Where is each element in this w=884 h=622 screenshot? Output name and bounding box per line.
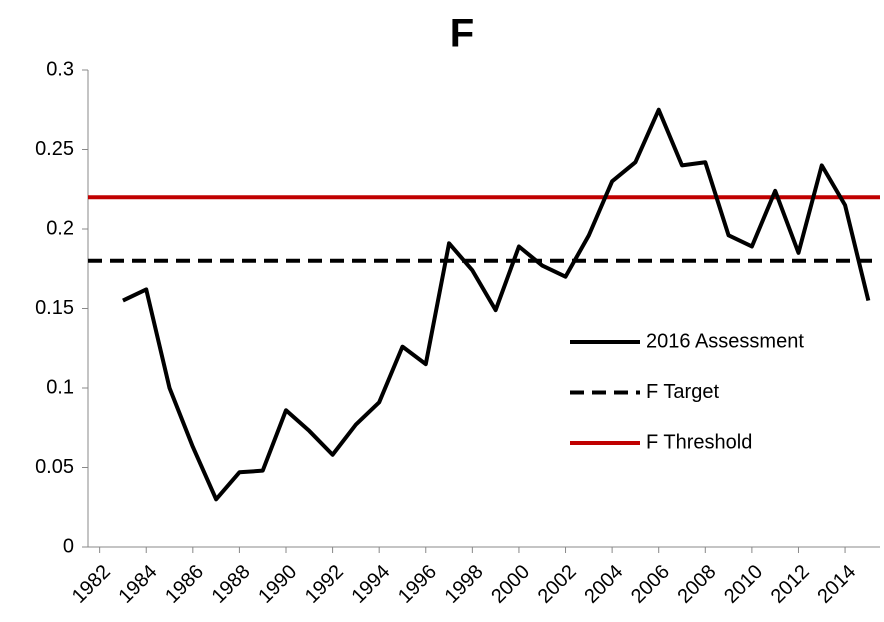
- legend-label: 2016 Assessment: [646, 330, 804, 352]
- x-tick-label: 1984: [114, 561, 161, 608]
- x-tick-label: 1994: [347, 561, 394, 608]
- x-tick-label: 1986: [161, 561, 208, 608]
- x-tick-label: 1988: [208, 561, 255, 608]
- x-tick-label: 2002: [534, 561, 581, 608]
- x-tick-label: 1998: [441, 561, 488, 608]
- x-tick-label: 2004: [580, 561, 627, 608]
- y-tick-label: 0.3: [46, 58, 74, 80]
- x-tick-label: 1992: [301, 561, 348, 608]
- y-tick-label: 0.25: [35, 138, 74, 160]
- chart-title: F: [450, 12, 474, 56]
- legend-label: F Target: [646, 381, 719, 403]
- y-tick-label: 0: [63, 535, 74, 557]
- x-tick-label: 1996: [394, 561, 441, 608]
- x-tick-label: 2008: [674, 561, 721, 608]
- y-tick-label: 0.1: [46, 376, 74, 398]
- x-tick-label: 2000: [487, 561, 534, 608]
- y-tick-label: 0.05: [35, 456, 74, 478]
- y-tick-label: 0.15: [35, 297, 74, 319]
- y-tick-label: 0.2: [46, 217, 74, 239]
- x-tick-label: 1990: [254, 561, 301, 608]
- x-tick-label: 2006: [627, 561, 674, 608]
- x-tick-label: 2012: [767, 561, 814, 608]
- x-tick-label: 2014: [813, 561, 860, 608]
- data-line: [122, 107, 871, 502]
- x-tick-label: 1982: [68, 561, 115, 608]
- x-tick-label: 2010: [720, 561, 767, 608]
- legend-label: F Threshold: [646, 431, 752, 453]
